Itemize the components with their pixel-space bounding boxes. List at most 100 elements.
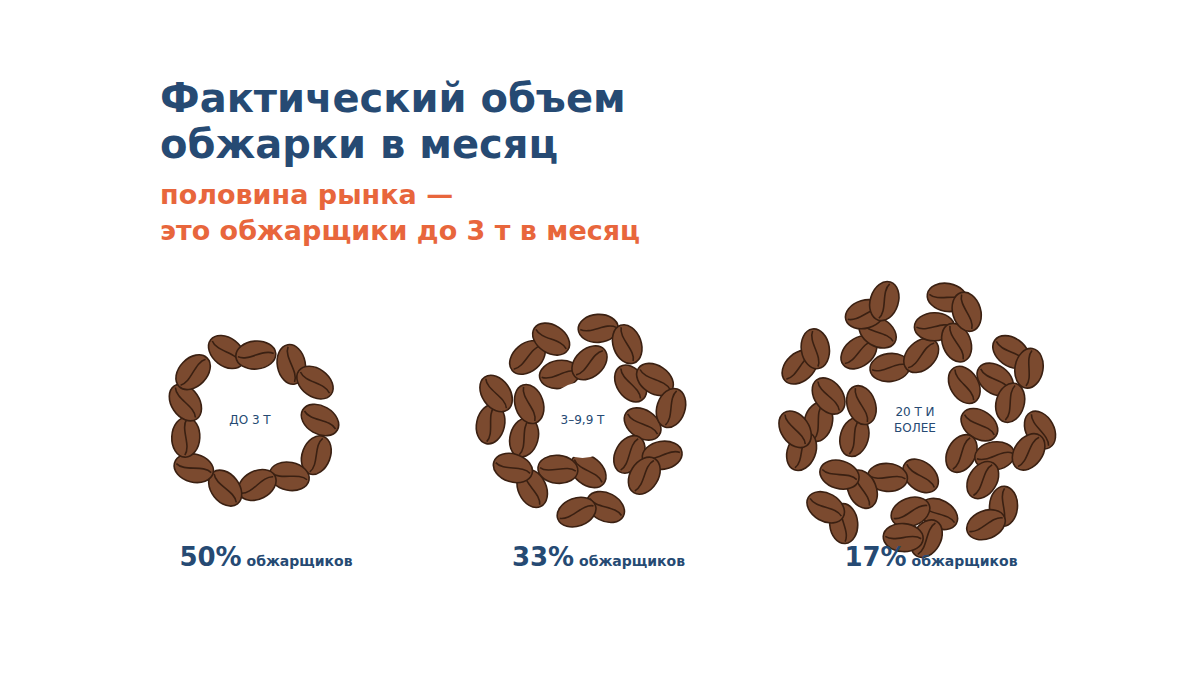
bean-body [490, 449, 537, 488]
bean [865, 278, 904, 325]
subtitle-line: это обжарщики до 3 т в месяц [160, 215, 640, 246]
bean-crease [960, 294, 973, 330]
data-label-unit: обжарщиков [574, 553, 685, 569]
bean [235, 339, 277, 370]
bean-body [510, 381, 549, 428]
cluster-center [877, 382, 953, 458]
bean-crease [964, 413, 996, 436]
bean-crease [948, 325, 965, 360]
bean-body [565, 339, 613, 387]
bean [816, 456, 862, 494]
bean-body [948, 289, 986, 335]
category-label: 20 Т ИБОЛЕЕ [894, 405, 936, 435]
bean-crease [238, 352, 274, 359]
bean-body [607, 321, 647, 368]
cluster-center [212, 382, 288, 458]
bean-crease [485, 406, 496, 442]
bean-crease [183, 419, 188, 455]
title-line: Фактический объем [160, 75, 626, 121]
bean [622, 451, 667, 500]
bean-crease [513, 345, 543, 371]
bean-crease [1004, 385, 1017, 421]
bean [772, 405, 818, 454]
bean-crease [179, 358, 206, 386]
bean [527, 316, 576, 361]
bean-crease [639, 368, 671, 391]
bean-body [553, 492, 600, 532]
bean-body [962, 504, 1010, 545]
subtitle-line: половина рынка — [160, 179, 453, 210]
bean [553, 492, 600, 532]
bean-body [1006, 427, 1052, 476]
bean-body [772, 405, 818, 454]
bean-body [169, 348, 217, 396]
bean-body [1012, 346, 1046, 390]
bean-crease [518, 420, 531, 456]
bean-crease [304, 410, 337, 431]
data-label-unit: обжарщиков [242, 553, 353, 569]
bean [801, 485, 850, 529]
bean [948, 289, 986, 335]
data-label-value: 17% [844, 542, 906, 572]
bean-crease [575, 349, 604, 376]
bean-crease [240, 475, 274, 495]
bean-crease [299, 371, 330, 395]
bean-crease [969, 516, 1004, 533]
bean-crease [817, 381, 841, 412]
bean-crease [953, 369, 975, 402]
bean-body [622, 451, 667, 500]
bean-crease [535, 328, 567, 350]
bean-cluster [163, 329, 345, 513]
bean-cluster [772, 278, 1062, 563]
bean-body [842, 382, 882, 429]
bean [842, 382, 882, 429]
bean-crease [877, 283, 891, 318]
bean-crease [906, 463, 936, 489]
bean [565, 339, 613, 387]
bean-crease [213, 473, 238, 504]
bean-crease [484, 378, 507, 410]
bean-crease [811, 331, 820, 367]
bean-crease [885, 535, 921, 541]
bean-crease [854, 388, 869, 423]
bean-crease [848, 419, 861, 455]
bean-crease [977, 451, 1013, 460]
category-label-line: 20 Т И [895, 405, 934, 419]
bean-crease [907, 342, 935, 369]
data-label-value: 50% [179, 542, 241, 572]
bean [473, 369, 519, 418]
bean-body [473, 369, 519, 418]
bean-crease [633, 460, 655, 492]
bean [510, 381, 549, 428]
bean [490, 449, 537, 488]
title-line: обжарки в месяц [160, 121, 558, 167]
bean-body [235, 339, 277, 370]
bean-crease [872, 363, 908, 371]
bean-crease [972, 464, 994, 497]
bean-cluster [473, 313, 691, 532]
bean-body [171, 416, 201, 457]
bean-crease [308, 438, 324, 473]
bean-crease [784, 413, 807, 445]
category-label: 3–9,9 Т [561, 413, 606, 427]
data-label-unit: обжарщиков [907, 553, 1018, 569]
bean-crease [809, 497, 842, 518]
bean-crease [951, 437, 971, 470]
bean [1006, 427, 1052, 476]
chart: Фактический объемобжарки в месяц половина… [0, 0, 1200, 675]
plot [163, 278, 1062, 563]
bean-body [798, 327, 832, 371]
bean [171, 416, 201, 457]
category-label-line: 3–9,9 Т [561, 413, 606, 427]
bean-crease [1024, 350, 1033, 386]
bean [291, 360, 340, 406]
bean [169, 348, 217, 396]
data-label-value: 33% [512, 542, 574, 572]
subtitle: половина рынка — это обжарщики до 3 т в м… [160, 179, 640, 246]
cluster-center [545, 382, 621, 458]
bean-body [527, 316, 576, 361]
bean-crease [540, 466, 576, 473]
bean-crease [522, 386, 537, 421]
bean-crease [664, 390, 679, 425]
bean [805, 372, 851, 421]
